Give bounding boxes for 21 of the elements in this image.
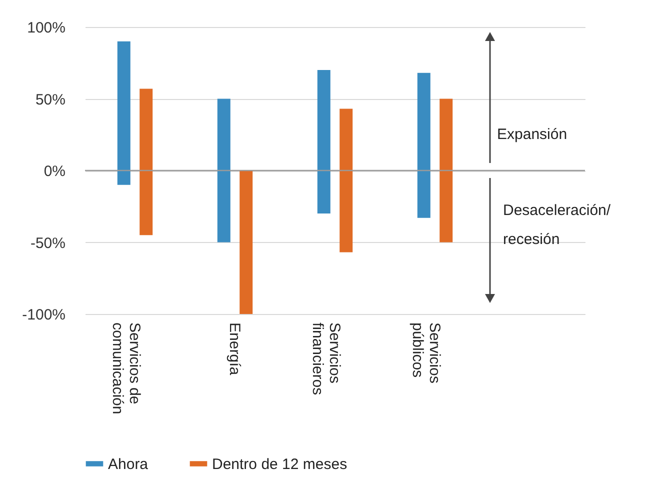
bar (140, 88, 153, 236)
x-tick-label: Servicios financieros (309, 322, 343, 396)
bar (417, 72, 430, 218)
y-tick-label: -50% (30, 234, 66, 252)
y-tick-label: -100% (22, 306, 66, 324)
y-tick-label: 0% (44, 163, 66, 180)
bar (217, 98, 230, 242)
bar (117, 41, 130, 185)
legend-label: Dentro de 12 meses (212, 456, 348, 473)
legend-label: Ahora (108, 456, 149, 473)
bar (317, 70, 330, 214)
y-tick-label: 100% (27, 20, 66, 36)
bar (240, 170, 253, 314)
x-tick-label: Servicios públicos (409, 322, 443, 384)
y-tick-label: 50% (35, 91, 66, 108)
text: Expansión (497, 126, 568, 143)
bar (340, 108, 353, 252)
x-tick-label: Energía (226, 322, 243, 376)
bar (440, 98, 453, 242)
text: Desaceleración/ recesión (503, 202, 612, 248)
x-tick-label: Servicios de comunicación (109, 322, 143, 414)
